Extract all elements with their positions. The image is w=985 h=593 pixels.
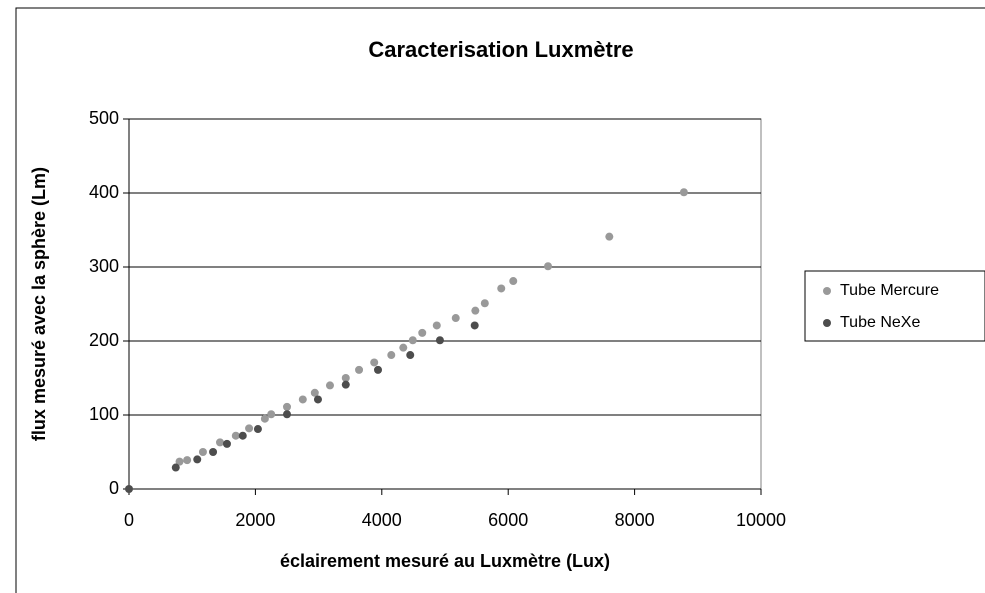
chart-frame bbox=[15, 7, 985, 593]
point bbox=[355, 365, 364, 374]
point bbox=[480, 299, 489, 308]
point bbox=[171, 463, 180, 472]
point bbox=[387, 351, 396, 360]
point bbox=[435, 336, 444, 345]
point bbox=[374, 365, 383, 374]
point bbox=[298, 395, 307, 404]
point bbox=[183, 456, 192, 465]
point bbox=[198, 448, 207, 456]
x-tick-label: 8000 bbox=[615, 510, 655, 530]
x-tick-label: 10000 bbox=[736, 510, 786, 530]
y-tick-label: 100 bbox=[89, 404, 119, 424]
x-tick-label: 6000 bbox=[488, 510, 528, 530]
point bbox=[193, 455, 202, 464]
y-tick-label: 400 bbox=[89, 182, 119, 202]
y-tick-label: 300 bbox=[89, 256, 119, 276]
point bbox=[216, 438, 225, 447]
x-tick-label: 2000 bbox=[235, 510, 275, 530]
legend-label: Tube Mercure bbox=[840, 282, 939, 299]
point bbox=[283, 402, 291, 411]
point bbox=[325, 381, 334, 390]
point bbox=[222, 439, 231, 448]
point bbox=[341, 380, 350, 389]
plot-area bbox=[128, 118, 762, 490]
y-tick-label: 200 bbox=[89, 330, 119, 350]
legend-marker bbox=[823, 319, 831, 327]
point bbox=[313, 395, 322, 404]
y-tick-label: 0 bbox=[109, 478, 119, 498]
chart-title: Caracterisation Luxmètre bbox=[368, 37, 633, 62]
y-tick-label: 500 bbox=[89, 108, 119, 128]
point bbox=[209, 448, 218, 456]
point bbox=[418, 328, 427, 337]
point bbox=[370, 358, 379, 367]
point bbox=[245, 424, 254, 433]
point bbox=[238, 431, 247, 440]
point bbox=[605, 232, 614, 241]
point bbox=[260, 414, 269, 423]
point bbox=[544, 262, 553, 271]
point bbox=[509, 277, 518, 286]
point bbox=[679, 188, 688, 197]
point bbox=[283, 410, 291, 419]
point bbox=[125, 485, 133, 493]
legend bbox=[804, 270, 985, 342]
point bbox=[253, 425, 262, 434]
point bbox=[406, 351, 415, 360]
x-tick-label: 4000 bbox=[362, 510, 402, 530]
y-axis-label: flux mesuré avec la sphère (Lm) bbox=[29, 167, 49, 441]
legend-marker bbox=[823, 287, 831, 295]
point bbox=[471, 306, 480, 315]
point bbox=[432, 321, 441, 330]
point bbox=[408, 336, 417, 345]
legend-label: Tube NeXe bbox=[840, 314, 920, 331]
point bbox=[267, 410, 276, 419]
point bbox=[231, 431, 240, 440]
point bbox=[175, 457, 184, 466]
point bbox=[310, 388, 319, 397]
x-axis-label: éclairement mesuré au Luxmètre (Lux) bbox=[280, 551, 610, 571]
point bbox=[451, 314, 460, 323]
point bbox=[470, 321, 479, 330]
point bbox=[497, 284, 506, 293]
x-tick-label: 0 bbox=[124, 510, 134, 530]
point bbox=[399, 343, 408, 352]
point bbox=[341, 374, 350, 382]
